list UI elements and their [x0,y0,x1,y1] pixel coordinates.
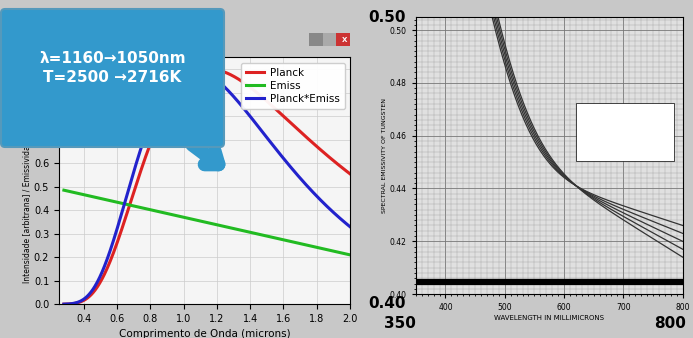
Line: Planck*Emiss: Planck*Emiss [64,69,350,304]
Text: 2000 °K: 2000 °K [582,139,606,143]
Planck*Emiss [229,94,237,98]
FancyArrowPatch shape [192,145,218,164]
Planck [252,90,260,94]
Y-axis label: SPECTRAL EMISSIVITY OF TUNGSTEN: SPECTRAL EMISSIVITY OF TUNGSTEN [382,98,387,213]
X-axis label: Comprimento de Onda (microns): Comprimento de Onda (microns) [119,330,290,338]
Planck*Emiss [276,152,284,156]
Text: 1600 °K: 1600 °K [582,123,605,128]
Planck*Emiss [252,121,260,125]
Emiss [228,226,236,230]
Emiss [133,205,141,209]
Planck*Emiss [190,67,198,71]
Planck [110,248,119,252]
Planck [206,67,214,71]
FancyBboxPatch shape [1,9,224,147]
Planck*Emiss [110,235,119,239]
Planck*Emiss [189,67,198,71]
Planck [276,111,284,115]
Planck [229,74,237,78]
Legend: Planck, Emiss, Planck*Emiss: Planck, Emiss, Planck*Emiss [240,63,344,109]
Emiss [60,188,68,192]
Text: X: X [342,37,348,43]
Text: 1800 °K: 1800 °K [582,130,606,136]
Emiss [275,237,283,241]
Text: 2400 °K: 2400 °K [582,154,606,159]
Bar [336,33,350,46]
Planck [60,302,68,306]
Planck*Emiss [133,158,141,162]
Emiss [346,253,354,257]
Line: Planck: Planck [64,69,350,304]
Text: 0.40: 0.40 [368,296,405,311]
Planck*Emiss [60,302,68,306]
Bar [323,33,336,46]
Planck [189,72,198,76]
Line: Emiss: Emiss [64,190,350,255]
Text: λ=1160→1050nm
T=2500 →2716K: λ=1160→1050nm T=2500 →2716K [40,51,186,86]
Planck [346,172,354,176]
Y-axis label: Intensidade [arbitrana] / Emissividade [em unidades]: Intensidade [arbitrana] / Emissividade [… [22,78,31,283]
Emiss [110,200,119,204]
Text: 0.50: 0.50 [368,10,405,25]
Planck*Emiss [346,225,354,229]
Bar [576,103,674,161]
Text: Figure: Figure [35,37,56,43]
Planck [133,179,141,183]
Emiss [189,217,198,221]
Text: 350: 350 [385,316,416,331]
X-axis label: WAVELENGTH IN MILLIMICRONS: WAVELENGTH IN MILLIMICRONS [494,315,604,321]
Text: 800: 800 [654,316,686,331]
Bar [309,33,323,46]
Emiss [251,231,259,235]
Text: 2200 °K: 2200 °K [582,146,606,151]
